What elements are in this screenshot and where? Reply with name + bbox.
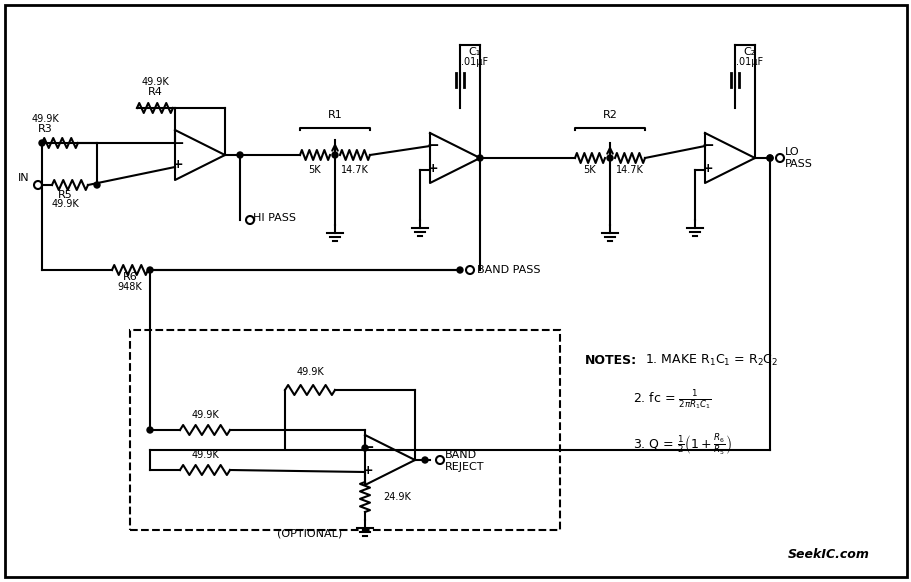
Text: HI PASS: HI PASS bbox=[252, 213, 296, 223]
Circle shape bbox=[422, 457, 427, 463]
Text: 14.7K: 14.7K bbox=[616, 165, 643, 175]
Circle shape bbox=[766, 155, 773, 161]
Text: .01μF: .01μF bbox=[735, 57, 763, 67]
Text: SeekIC.com: SeekIC.com bbox=[787, 548, 869, 562]
Text: −: − bbox=[171, 136, 184, 151]
Text: 49.9K: 49.9K bbox=[31, 114, 59, 124]
Text: C₂: C₂ bbox=[743, 47, 755, 57]
Text: .01μF: .01μF bbox=[461, 57, 488, 67]
Circle shape bbox=[456, 267, 463, 273]
Text: 948K: 948K bbox=[118, 282, 142, 292]
Text: 49.9K: 49.9K bbox=[191, 410, 219, 420]
Circle shape bbox=[332, 152, 338, 158]
Text: −: − bbox=[426, 139, 439, 154]
Circle shape bbox=[476, 155, 483, 161]
Circle shape bbox=[147, 267, 153, 273]
Text: BAND: BAND bbox=[445, 450, 476, 460]
Text: 49.9K: 49.9K bbox=[296, 367, 323, 377]
Text: R4: R4 bbox=[148, 87, 162, 97]
Text: −: − bbox=[362, 441, 374, 456]
Circle shape bbox=[237, 152, 242, 158]
Circle shape bbox=[39, 140, 45, 146]
Text: C₁: C₁ bbox=[468, 47, 481, 57]
Text: PASS: PASS bbox=[784, 159, 812, 169]
Text: LO: LO bbox=[784, 147, 799, 157]
Text: R6: R6 bbox=[122, 272, 138, 282]
Text: +: + bbox=[363, 463, 373, 477]
Text: 3. Q = $\frac{1}{2}\left(1 + \frac{R_6}{R_5}\right)$: 3. Q = $\frac{1}{2}\left(1 + \frac{R_6}{… bbox=[632, 432, 731, 457]
Text: REJECT: REJECT bbox=[445, 462, 484, 472]
Text: 14.7K: 14.7K bbox=[341, 165, 369, 175]
Circle shape bbox=[147, 427, 153, 433]
Circle shape bbox=[766, 155, 773, 161]
Text: 1. MAKE R$_1$C$_1$ = R$_2$C$_2$: 1. MAKE R$_1$C$_1$ = R$_2$C$_2$ bbox=[644, 353, 778, 368]
Text: +: + bbox=[427, 161, 438, 175]
Text: 24.9K: 24.9K bbox=[383, 492, 411, 502]
Text: R2: R2 bbox=[602, 110, 617, 120]
Text: 49.9K: 49.9K bbox=[191, 450, 219, 460]
Text: R3: R3 bbox=[37, 124, 52, 134]
Text: 2. fc = $\frac{1}{2\pi R_1 C_1}$: 2. fc = $\frac{1}{2\pi R_1 C_1}$ bbox=[632, 388, 711, 411]
Text: 5K: 5K bbox=[308, 165, 321, 175]
Circle shape bbox=[607, 155, 612, 161]
Text: (OPTIONAL): (OPTIONAL) bbox=[277, 528, 343, 538]
Text: +: + bbox=[172, 158, 183, 172]
Text: −: − bbox=[701, 139, 713, 154]
Text: 49.9K: 49.9K bbox=[141, 77, 169, 87]
Circle shape bbox=[94, 182, 100, 188]
Text: R1: R1 bbox=[327, 110, 342, 120]
Text: 5K: 5K bbox=[583, 165, 596, 175]
Text: +: + bbox=[701, 161, 712, 175]
Text: 49.9K: 49.9K bbox=[51, 199, 78, 209]
Circle shape bbox=[362, 445, 368, 451]
Text: IN: IN bbox=[18, 173, 29, 183]
Text: R5: R5 bbox=[57, 190, 72, 200]
Text: NOTES:: NOTES: bbox=[584, 353, 637, 367]
Text: BAND PASS: BAND PASS bbox=[476, 265, 540, 275]
